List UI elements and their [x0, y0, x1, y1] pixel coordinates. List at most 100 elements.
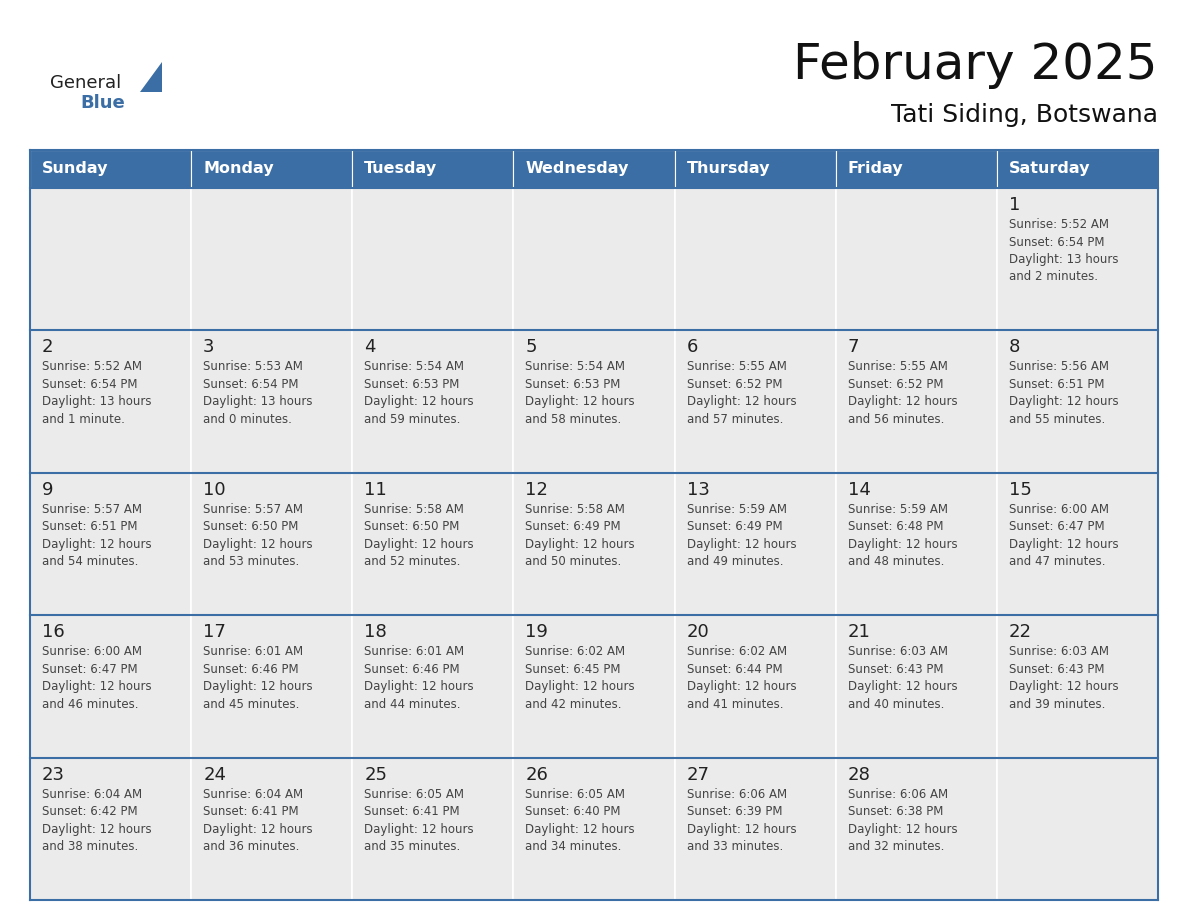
Bar [191, 150, 353, 188]
Text: and 2 minutes.: and 2 minutes. [1009, 271, 1098, 284]
Bar [675, 330, 835, 473]
Bar [30, 188, 191, 330]
Text: Sunset: 6:54 PM: Sunset: 6:54 PM [1009, 236, 1105, 249]
Text: Daylight: 12 hours: Daylight: 12 hours [1009, 680, 1118, 693]
Text: and 41 minutes.: and 41 minutes. [687, 698, 783, 711]
Bar [191, 757, 353, 900]
Text: Sunrise: 6:06 AM: Sunrise: 6:06 AM [687, 788, 786, 800]
Text: and 35 minutes.: and 35 minutes. [365, 840, 461, 853]
Text: Sunset: 6:40 PM: Sunset: 6:40 PM [525, 805, 621, 818]
Text: Sunrise: 6:04 AM: Sunrise: 6:04 AM [42, 788, 143, 800]
Text: Sunrise: 5:57 AM: Sunrise: 5:57 AM [203, 503, 303, 516]
Text: Sunset: 6:38 PM: Sunset: 6:38 PM [848, 805, 943, 818]
Text: Sunset: 6:47 PM: Sunset: 6:47 PM [1009, 521, 1105, 533]
Text: Sunrise: 6:01 AM: Sunrise: 6:01 AM [365, 645, 465, 658]
Text: Sunset: 6:41 PM: Sunset: 6:41 PM [365, 805, 460, 818]
Text: and 58 minutes.: and 58 minutes. [525, 413, 621, 426]
Text: Daylight: 12 hours: Daylight: 12 hours [365, 396, 474, 409]
Text: Sunset: 6:46 PM: Sunset: 6:46 PM [365, 663, 460, 676]
Text: Sunrise: 6:02 AM: Sunrise: 6:02 AM [687, 645, 786, 658]
Text: Daylight: 12 hours: Daylight: 12 hours [525, 680, 636, 693]
Text: Sunset: 6:46 PM: Sunset: 6:46 PM [203, 663, 298, 676]
Text: Sunset: 6:51 PM: Sunset: 6:51 PM [1009, 378, 1105, 391]
Text: 12: 12 [525, 481, 549, 498]
Text: Sunset: 6:53 PM: Sunset: 6:53 PM [365, 378, 460, 391]
Text: 10: 10 [203, 481, 226, 498]
Text: Sunrise: 5:56 AM: Sunrise: 5:56 AM [1009, 361, 1108, 374]
Text: 28: 28 [848, 766, 871, 784]
Text: Sunday: Sunday [42, 162, 108, 176]
Bar [997, 757, 1158, 900]
Bar [191, 473, 353, 615]
Bar [30, 330, 191, 473]
Text: Blue: Blue [80, 94, 125, 112]
Bar [675, 150, 835, 188]
Text: Sunset: 6:44 PM: Sunset: 6:44 PM [687, 663, 782, 676]
Text: Sunset: 6:52 PM: Sunset: 6:52 PM [687, 378, 782, 391]
Text: 3: 3 [203, 339, 215, 356]
Text: Sunset: 6:43 PM: Sunset: 6:43 PM [848, 663, 943, 676]
Text: Sunrise: 6:00 AM: Sunrise: 6:00 AM [42, 645, 143, 658]
Bar [997, 330, 1158, 473]
Text: and 42 minutes.: and 42 minutes. [525, 698, 623, 711]
Text: Daylight: 12 hours: Daylight: 12 hours [525, 396, 636, 409]
Text: Daylight: 12 hours: Daylight: 12 hours [203, 680, 312, 693]
Text: 21: 21 [848, 623, 871, 641]
Bar [353, 150, 513, 188]
Text: Sunrise: 5:55 AM: Sunrise: 5:55 AM [687, 361, 786, 374]
Bar [513, 150, 675, 188]
Text: Sunset: 6:49 PM: Sunset: 6:49 PM [525, 521, 621, 533]
Bar [30, 473, 191, 615]
Bar [353, 615, 513, 757]
Text: and 39 minutes.: and 39 minutes. [1009, 698, 1105, 711]
Text: Sunset: 6:51 PM: Sunset: 6:51 PM [42, 521, 138, 533]
Bar [835, 473, 997, 615]
Text: Saturday: Saturday [1009, 162, 1091, 176]
Bar [675, 473, 835, 615]
Text: Sunrise: 6:00 AM: Sunrise: 6:00 AM [1009, 503, 1108, 516]
Text: 17: 17 [203, 623, 226, 641]
Text: 25: 25 [365, 766, 387, 784]
Text: 2: 2 [42, 339, 53, 356]
Text: and 46 minutes.: and 46 minutes. [42, 698, 139, 711]
Text: 1: 1 [1009, 196, 1020, 214]
Text: Sunrise: 5:57 AM: Sunrise: 5:57 AM [42, 503, 143, 516]
Text: and 40 minutes.: and 40 minutes. [848, 698, 944, 711]
Text: Sunrise: 5:52 AM: Sunrise: 5:52 AM [1009, 218, 1108, 231]
Text: Sunrise: 5:54 AM: Sunrise: 5:54 AM [365, 361, 465, 374]
Text: Sunrise: 5:58 AM: Sunrise: 5:58 AM [365, 503, 465, 516]
Text: Daylight: 12 hours: Daylight: 12 hours [848, 680, 958, 693]
Text: Friday: Friday [848, 162, 903, 176]
Bar [675, 757, 835, 900]
Text: Sunrise: 5:59 AM: Sunrise: 5:59 AM [687, 503, 786, 516]
Text: Daylight: 12 hours: Daylight: 12 hours [687, 538, 796, 551]
Text: Daylight: 12 hours: Daylight: 12 hours [1009, 396, 1118, 409]
Text: Sunset: 6:48 PM: Sunset: 6:48 PM [848, 521, 943, 533]
Text: Sunset: 6:43 PM: Sunset: 6:43 PM [1009, 663, 1105, 676]
Text: Daylight: 12 hours: Daylight: 12 hours [848, 823, 958, 835]
Text: Daylight: 12 hours: Daylight: 12 hours [203, 823, 312, 835]
Bar [353, 330, 513, 473]
Text: and 49 minutes.: and 49 minutes. [687, 555, 783, 568]
Text: Sunset: 6:42 PM: Sunset: 6:42 PM [42, 805, 138, 818]
Text: 13: 13 [687, 481, 709, 498]
Bar [353, 757, 513, 900]
Text: Sunset: 6:53 PM: Sunset: 6:53 PM [525, 378, 621, 391]
Text: Sunset: 6:54 PM: Sunset: 6:54 PM [42, 378, 138, 391]
Bar [30, 150, 191, 188]
Text: Daylight: 12 hours: Daylight: 12 hours [365, 823, 474, 835]
Text: Sunset: 6:52 PM: Sunset: 6:52 PM [848, 378, 943, 391]
Text: and 38 minutes.: and 38 minutes. [42, 840, 138, 853]
Text: Thursday: Thursday [687, 162, 770, 176]
Text: 6: 6 [687, 339, 697, 356]
Text: Sunrise: 5:55 AM: Sunrise: 5:55 AM [848, 361, 948, 374]
Text: Daylight: 12 hours: Daylight: 12 hours [848, 538, 958, 551]
Text: Daylight: 12 hours: Daylight: 12 hours [525, 823, 636, 835]
Bar [30, 615, 191, 757]
Text: Sunrise: 5:53 AM: Sunrise: 5:53 AM [203, 361, 303, 374]
Text: 8: 8 [1009, 339, 1020, 356]
Text: Sunset: 6:39 PM: Sunset: 6:39 PM [687, 805, 782, 818]
Text: Daylight: 12 hours: Daylight: 12 hours [365, 680, 474, 693]
Text: and 33 minutes.: and 33 minutes. [687, 840, 783, 853]
Bar [191, 188, 353, 330]
